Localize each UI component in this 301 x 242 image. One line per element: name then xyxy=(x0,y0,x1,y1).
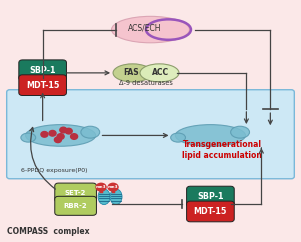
Text: MDT-15: MDT-15 xyxy=(194,207,227,216)
Ellipse shape xyxy=(95,183,107,192)
FancyBboxPatch shape xyxy=(55,196,96,215)
Text: SBP-1: SBP-1 xyxy=(197,192,224,201)
Circle shape xyxy=(71,134,78,139)
Text: RBR-2: RBR-2 xyxy=(64,203,87,209)
Text: COMPASS  complex: COMPASS complex xyxy=(7,227,89,236)
FancyBboxPatch shape xyxy=(55,183,96,202)
Text: SET-2: SET-2 xyxy=(65,189,86,196)
Circle shape xyxy=(54,137,61,143)
Circle shape xyxy=(60,127,67,133)
FancyBboxPatch shape xyxy=(19,60,67,81)
Text: FAS: FAS xyxy=(123,68,139,77)
Text: ACC: ACC xyxy=(152,68,169,77)
FancyBboxPatch shape xyxy=(187,201,234,222)
Circle shape xyxy=(41,132,48,137)
Text: 6-PPDQ exposure(P0): 6-PPDQ exposure(P0) xyxy=(21,168,88,173)
Circle shape xyxy=(57,134,64,139)
Ellipse shape xyxy=(21,133,36,142)
Ellipse shape xyxy=(140,64,179,82)
Ellipse shape xyxy=(112,16,189,43)
Text: MDT-15: MDT-15 xyxy=(26,81,59,90)
Ellipse shape xyxy=(171,133,185,142)
Text: ACS/ECH: ACS/ECH xyxy=(128,24,161,33)
Ellipse shape xyxy=(81,126,100,138)
Text: Transgenerational
lipid accumulation: Transgenerational lipid accumulation xyxy=(182,140,262,160)
FancyBboxPatch shape xyxy=(7,90,294,179)
Text: me3: me3 xyxy=(96,185,106,189)
Text: SBP-1: SBP-1 xyxy=(29,66,56,75)
FancyBboxPatch shape xyxy=(187,186,234,207)
Ellipse shape xyxy=(113,64,152,82)
Ellipse shape xyxy=(110,189,122,205)
Ellipse shape xyxy=(98,189,110,205)
FancyBboxPatch shape xyxy=(19,75,67,96)
Text: me3: me3 xyxy=(108,185,118,189)
Circle shape xyxy=(49,130,56,136)
Ellipse shape xyxy=(107,183,119,192)
Circle shape xyxy=(65,128,72,134)
Ellipse shape xyxy=(26,125,96,146)
Ellipse shape xyxy=(231,126,250,138)
Ellipse shape xyxy=(175,125,246,146)
Text: Δ-9 desaturases: Δ-9 desaturases xyxy=(119,80,173,86)
